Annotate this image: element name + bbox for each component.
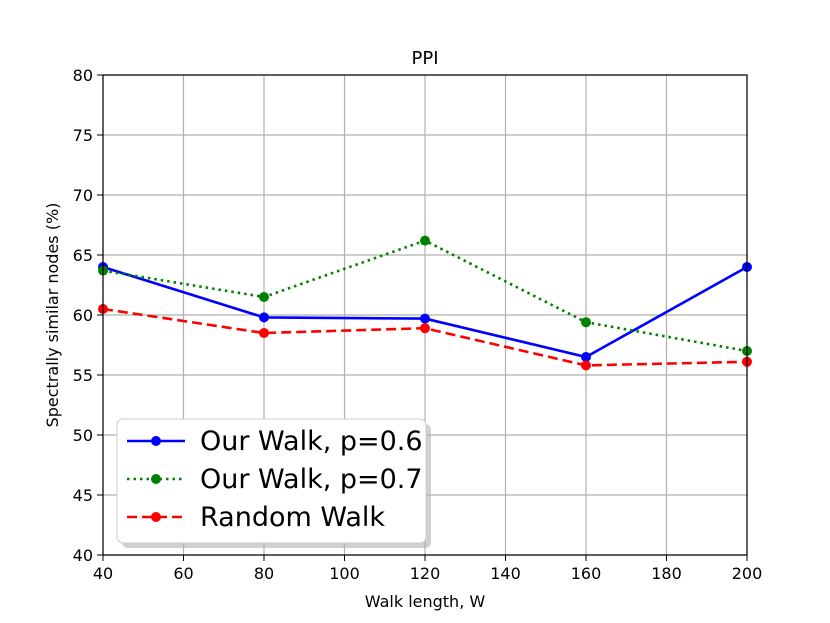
x-tick-label: 120 bbox=[410, 564, 441, 583]
data-point bbox=[420, 313, 430, 324]
series-layer bbox=[98, 235, 752, 371]
legend-marker bbox=[151, 512, 161, 522]
y-tick-label: 45 bbox=[73, 486, 93, 505]
legend-marker bbox=[151, 474, 161, 484]
x-tick-label: 40 bbox=[93, 564, 113, 583]
series-2 bbox=[98, 235, 752, 356]
y-axis-label: Spectrally similar nodes (%) bbox=[43, 203, 62, 428]
ticks: 40 60 80 100 120 140 160 180 200 40 45 50 55 60 65 70 75… bbox=[73, 66, 763, 583]
data-point bbox=[259, 312, 269, 323]
legend-marker bbox=[151, 436, 161, 446]
chart-title: PPI bbox=[411, 48, 438, 69]
y-tick-label: 40 bbox=[73, 546, 93, 565]
series-3 bbox=[98, 304, 752, 371]
legend-label: Our Walk, p=0.7 bbox=[200, 464, 423, 495]
x-axis-label: Walk length, W bbox=[365, 592, 486, 611]
x-tick-label: 180 bbox=[651, 564, 682, 583]
legend-label: Our Walk, p=0.6 bbox=[200, 426, 423, 457]
legend: Our Walk, p=0.6 Our Walk, p=0.7 Random Wal… bbox=[116, 418, 431, 548]
x-tick-label: 80 bbox=[254, 564, 274, 583]
data-point bbox=[581, 360, 591, 371]
legend-label: Random Walk bbox=[200, 502, 385, 533]
legend-box bbox=[116, 418, 427, 544]
x-tick-label: 200 bbox=[732, 564, 763, 583]
y-tick-label: 75 bbox=[73, 126, 93, 145]
y-tick-label: 55 bbox=[73, 366, 93, 385]
y-tick-label: 80 bbox=[73, 66, 93, 85]
data-point bbox=[259, 292, 269, 302]
x-tick-label: 140 bbox=[490, 564, 521, 583]
data-point bbox=[581, 317, 591, 328]
y-tick-label: 60 bbox=[73, 306, 93, 325]
data-point bbox=[420, 323, 430, 334]
y-tick-label: 70 bbox=[73, 186, 93, 205]
y-tick-label: 65 bbox=[73, 246, 93, 265]
x-tick-label: 100 bbox=[329, 564, 360, 583]
y-tick-label: 50 bbox=[73, 426, 93, 445]
data-point bbox=[581, 352, 591, 362]
x-tick-label: 60 bbox=[173, 564, 193, 583]
data-point bbox=[420, 235, 430, 246]
x-tick-label: 160 bbox=[571, 564, 602, 583]
data-point bbox=[259, 328, 269, 338]
